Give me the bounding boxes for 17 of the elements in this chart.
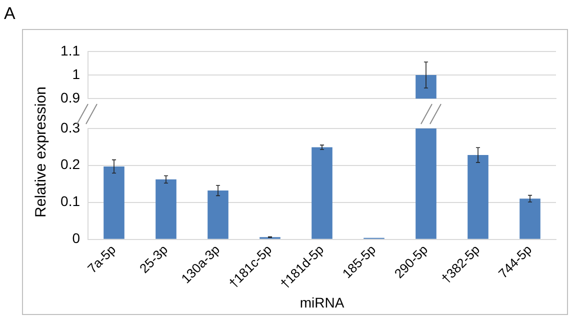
y-tick-label: 0.1 bbox=[60, 193, 80, 210]
bar bbox=[104, 166, 124, 239]
y-tick-label: 0.9 bbox=[60, 89, 80, 106]
bar bbox=[520, 198, 540, 239]
y-tick-label: 0.3 bbox=[60, 119, 80, 136]
bar bbox=[156, 179, 176, 239]
bar bbox=[468, 155, 488, 239]
y-tick-label: 1.1 bbox=[60, 42, 80, 58]
bar bbox=[312, 147, 332, 239]
y-tick-label: 0 bbox=[72, 230, 80, 246]
text: A bbox=[4, 4, 16, 24]
bar bbox=[208, 190, 228, 239]
y-axis-title: Relative expression bbox=[32, 86, 50, 218]
x-axis-title: miRNA bbox=[300, 294, 345, 310]
bar bbox=[416, 128, 436, 239]
y-tick-label: 0.2 bbox=[60, 156, 80, 172]
y-tick-label: 1 bbox=[72, 66, 80, 82]
